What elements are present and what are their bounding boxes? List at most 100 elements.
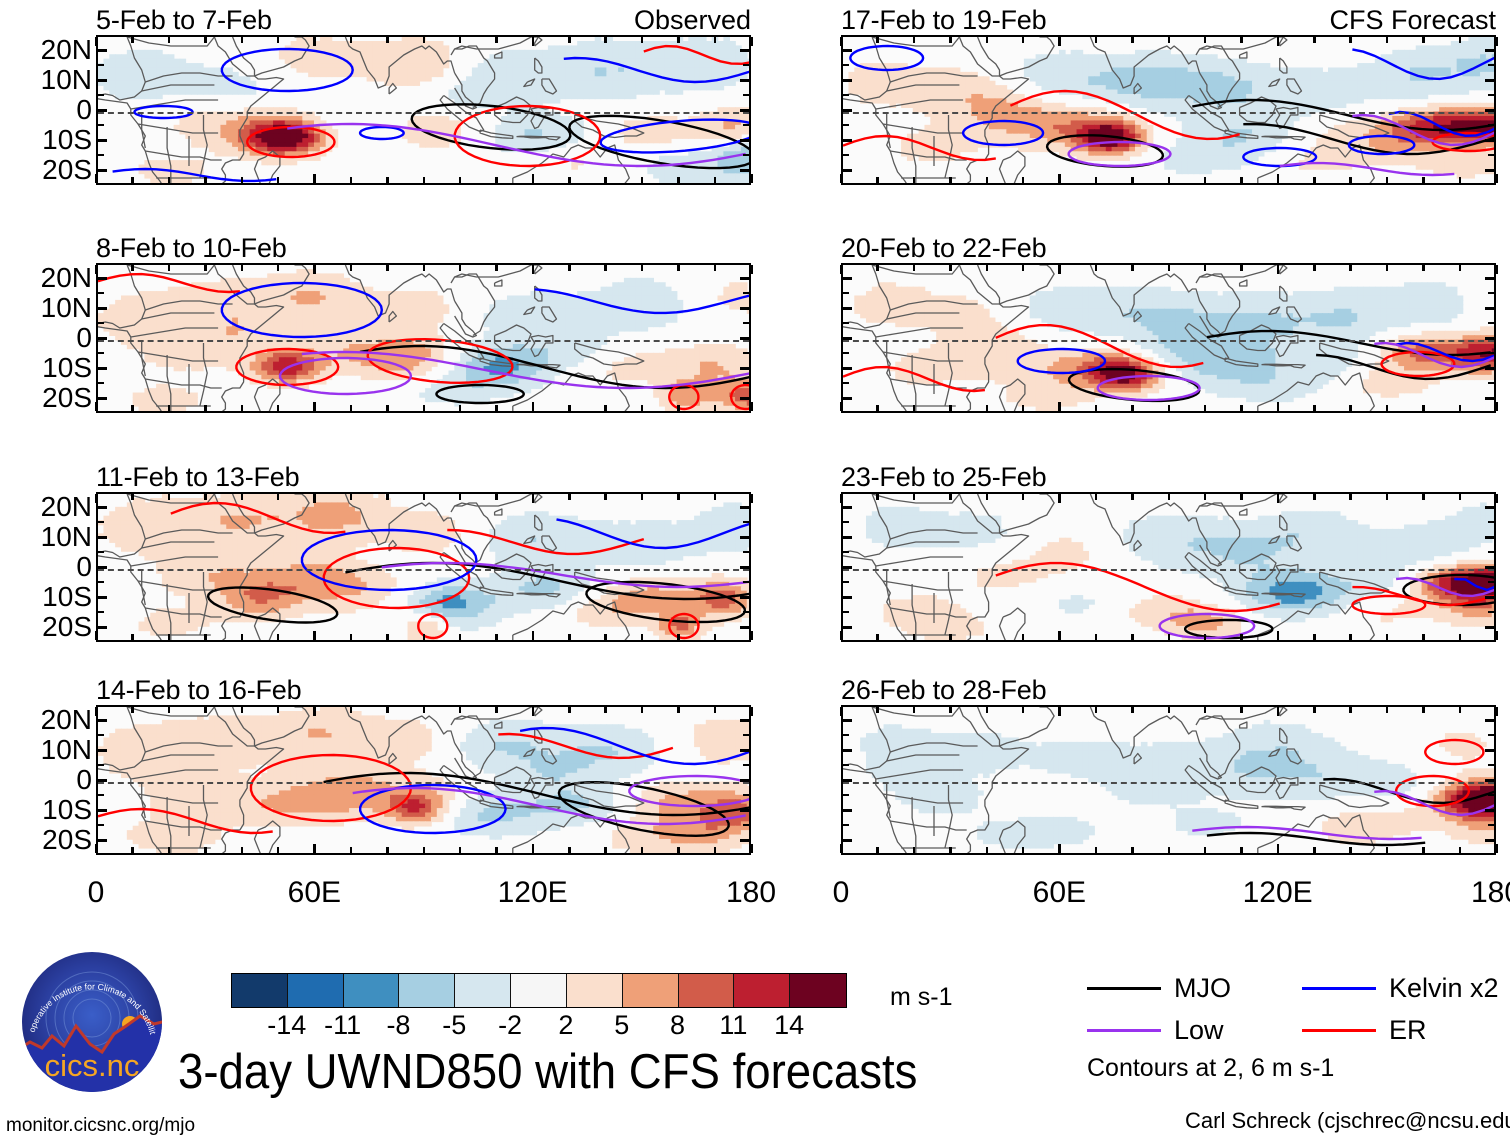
y-tick-minor (843, 734, 849, 736)
y-tick (740, 367, 749, 370)
y-tick-label: 10N (40, 521, 92, 552)
y-tick (1485, 307, 1494, 310)
x-tick-minor (1422, 405, 1425, 411)
legend-label: Kelvin x2 (1389, 973, 1499, 1003)
y-tick-minor (743, 292, 749, 294)
x-tick-minor (1385, 37, 1389, 43)
x-tick-minor (604, 37, 607, 43)
y-tick (1485, 809, 1494, 812)
x-tick-minor (131, 707, 134, 713)
x-tick-minor (949, 405, 952, 411)
colorbar-tick-label: -8 (386, 1010, 411, 1040)
x-tick-minor (1385, 265, 1389, 271)
x-tick-minor (276, 847, 280, 853)
y-tick-minor (843, 824, 849, 826)
y-tick (843, 566, 852, 569)
x-tick-minor (985, 494, 989, 500)
x-tick-minor (912, 37, 916, 43)
y-tick-minor (1488, 551, 1494, 553)
x-tick (750, 844, 753, 853)
y-tick (98, 566, 107, 569)
x-tick (1276, 707, 1280, 716)
y-tick-minor (98, 382, 104, 384)
y-tick (98, 139, 107, 142)
y-tick-minor (1488, 581, 1494, 583)
panel-title: 14-Feb to 16-Feb (96, 675, 302, 705)
x-tick (1058, 402, 1061, 411)
x-tick (1495, 402, 1498, 411)
y-tick (740, 277, 749, 280)
x-tick-minor (1313, 37, 1316, 43)
y-tick (98, 109, 107, 112)
x-tick-minor (167, 37, 171, 43)
x-tick-minor (949, 265, 952, 271)
x-tick-minor (167, 177, 171, 183)
cics-nc-logo: Cooperative Institute for Climate and Sa… (15, 940, 166, 1096)
x-tick-minor (495, 494, 498, 500)
y-tick-minor (743, 581, 749, 583)
y-tick (1485, 397, 1494, 400)
y-tick (98, 277, 107, 280)
x-tick-minor (1240, 177, 1243, 183)
x-tick-minor (131, 265, 134, 271)
y-tick (843, 79, 852, 82)
logo-svg: Cooperative Institute for Climate and Sa… (15, 940, 162, 1092)
panel-title: 20-Feb to 22-Feb (841, 233, 1047, 263)
x-tick-minor (1021, 494, 1025, 500)
x-tick-minor (458, 405, 462, 411)
y-tick (740, 779, 749, 782)
y-tick-minor (843, 382, 849, 384)
x-tick-minor (1203, 494, 1207, 500)
x-tick-minor (713, 37, 717, 43)
x-tick-minor (1131, 707, 1134, 713)
colorbar-tick-label: 5 (614, 1010, 630, 1040)
map-p2 (96, 263, 751, 413)
x-tick-minor (568, 177, 571, 183)
x-tick-minor (204, 707, 207, 713)
y-tick-minor (98, 734, 104, 736)
x-tick-minor (495, 707, 498, 713)
y-tick (1485, 506, 1494, 509)
x-tick (95, 494, 98, 503)
x-tick (1276, 631, 1280, 640)
x-tick-minor (204, 177, 207, 183)
y-tick (1485, 779, 1494, 782)
y-tick (740, 506, 749, 509)
x-tick-minor (1422, 707, 1425, 713)
y-tick (1485, 109, 1494, 112)
x-tick-minor (949, 634, 952, 640)
y-tick-minor (743, 521, 749, 523)
x-tick-minor (1313, 177, 1316, 183)
y-tick-minor (98, 581, 104, 583)
x-tick-minor (604, 405, 607, 411)
colorbar-tick-label: 2 (558, 1010, 574, 1040)
y-tick (1485, 839, 1494, 842)
y-tick-label: 20S (42, 824, 92, 855)
x-tick (840, 174, 843, 183)
x-tick (1495, 37, 1498, 46)
x-tick-minor (458, 265, 462, 271)
y-tick-label: 20N (40, 491, 92, 522)
y-tick-minor (843, 322, 849, 324)
x-tick-minor (985, 265, 989, 271)
x-tick-minor (1203, 177, 1207, 183)
x-tick-minor (912, 634, 916, 640)
x-tick-minor (1349, 405, 1352, 411)
x-tick (840, 265, 843, 274)
x-tick (840, 631, 843, 640)
x-tick-minor (1422, 177, 1425, 183)
x-tick-minor (422, 265, 425, 271)
x-tick-minor (276, 265, 280, 271)
x-tick-minor (1422, 634, 1425, 640)
x-tick (1495, 631, 1498, 640)
x-tick-minor (604, 177, 607, 183)
y-tick-minor (743, 322, 749, 324)
x-tick-minor (1094, 494, 1098, 500)
mountain-shape (22, 1014, 162, 1092)
x-tick-minor (1458, 707, 1462, 713)
x-tick (840, 494, 843, 503)
x-tick-minor (458, 494, 462, 500)
x-tick-minor (495, 177, 498, 183)
y-tick-minor (98, 794, 104, 796)
colorbar-segment (678, 974, 735, 1007)
